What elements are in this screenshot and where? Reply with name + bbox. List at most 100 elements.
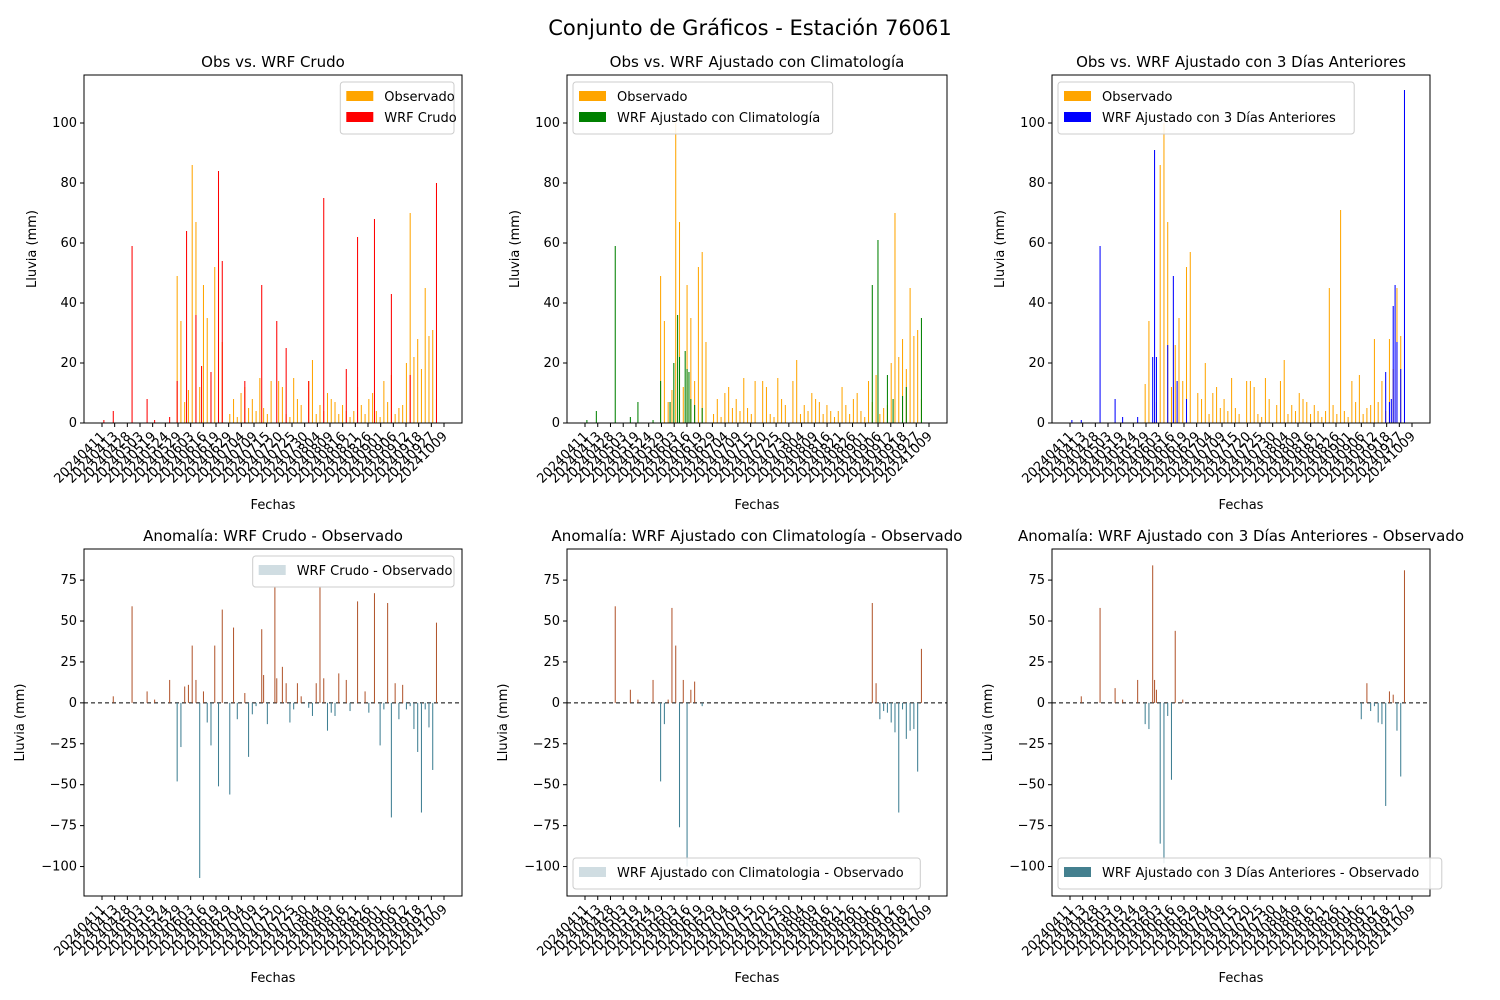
bar-s1 [345, 679, 347, 703]
bar-s1 [1223, 399, 1225, 423]
legend-swatch [258, 565, 286, 575]
bar-s1 [146, 691, 148, 703]
bar-s2 [276, 321, 278, 423]
bar-s2 [629, 417, 631, 423]
bar-s2 [112, 411, 114, 423]
bar-s1 [1310, 414, 1312, 423]
bar-s1 [315, 683, 317, 703]
bar-s1 [221, 609, 223, 703]
bar-s1 [1137, 679, 1139, 703]
bar-s1 [383, 702, 385, 710]
bar-s1 [394, 683, 396, 703]
bar-s1 [251, 399, 253, 423]
bar-s1 [894, 213, 896, 423]
bar-s1 [319, 405, 321, 423]
bar-s1 [1328, 288, 1330, 423]
bar-s1 [678, 222, 681, 423]
bar-s1 [187, 390, 189, 423]
bar-s1 [1279, 381, 1281, 423]
bar-s1 [428, 702, 430, 728]
bar-s1 [255, 702, 257, 707]
y-tick-label: −25 [533, 737, 560, 752]
bar-s1 [875, 375, 877, 423]
bar-s1 [773, 417, 775, 423]
bar-s1 [1264, 378, 1266, 423]
bar-s2 [1080, 420, 1082, 423]
bar-s1 [663, 321, 665, 423]
bar-s2 [595, 411, 597, 423]
bar-s1 [769, 414, 771, 423]
bar-s1 [917, 330, 919, 423]
bar-s1 [432, 330, 434, 423]
legend-box [1057, 81, 1355, 135]
bar-s1 [424, 702, 426, 710]
legend: WRF Ajustado con 3 Días Anteriores - Obs… [1057, 857, 1443, 890]
bar-s1 [1174, 345, 1176, 423]
bar-s1 [251, 702, 253, 715]
legend-label: WRF Crudo - Observado [297, 564, 453, 579]
bar-s2 [390, 294, 392, 423]
bar-s1 [293, 702, 295, 710]
bar-s2 [637, 402, 639, 423]
y-tick-label: 50 [1028, 614, 1045, 629]
bar-s1 [852, 399, 854, 423]
bar-s1 [713, 414, 715, 423]
legend-box [1057, 857, 1443, 890]
y-tick-label: 40 [60, 296, 77, 311]
bar-s1 [886, 702, 888, 713]
bar-s1 [1373, 339, 1375, 423]
bar-s2 [886, 375, 888, 423]
bar-s1 [833, 417, 836, 423]
bar-s1 [300, 696, 302, 703]
bar-s1 [266, 414, 268, 423]
bar-s1 [894, 702, 896, 733]
y-axis-label: Lluvia (mm) [13, 684, 28, 762]
y-tick-label: 25 [1028, 655, 1045, 670]
x-axis-label: Fechas [735, 498, 780, 513]
bar-s1 [417, 702, 419, 752]
bar-s1 [1148, 702, 1150, 730]
x-axis-label: Fechas [251, 498, 296, 513]
bar-s1 [311, 702, 313, 716]
bar-s2 [357, 237, 359, 423]
bar-s1 [701, 252, 703, 423]
chart-title: Anomalía: WRF Ajustado con 3 Días Anteri… [1018, 527, 1464, 545]
bar-s1 [652, 679, 654, 703]
chart-2: 0204060801002024041120240413202404282024… [508, 53, 948, 513]
y-tick-label: 0 [69, 696, 77, 711]
bar-s1 [1366, 683, 1368, 703]
bar-s1 [263, 408, 265, 423]
y-tick-label: 25 [60, 655, 77, 670]
bar-s1 [1306, 402, 1308, 423]
bar-s1 [184, 686, 186, 703]
chart-title: Anomalía: WRF Ajustado con Climatología … [552, 527, 963, 545]
bar-s2 [103, 420, 105, 423]
y-tick-label: 75 [543, 573, 560, 588]
bar-s2 [688, 372, 690, 423]
bar-s1 [1182, 381, 1184, 423]
bar-s1 [743, 378, 745, 423]
bar-s1 [390, 702, 392, 818]
bar-s1 [675, 123, 677, 423]
bar-s1 [334, 702, 336, 716]
bar-s2 [905, 387, 907, 423]
bar-s2 [345, 369, 347, 423]
legend-label: WRF Ajustado con Climatología [617, 111, 820, 126]
bar-s2 [1154, 150, 1156, 423]
legend-swatch [579, 91, 606, 101]
bar-s2 [1385, 372, 1387, 423]
bar-s1 [663, 702, 665, 725]
bar-s1 [308, 702, 310, 708]
bar-s1 [195, 679, 197, 703]
bar-s1 [1155, 689, 1157, 703]
bar-s1 [311, 360, 313, 423]
bar-s1 [1388, 339, 1390, 423]
y-tick-label: 80 [543, 176, 560, 191]
bar-s1 [364, 414, 366, 423]
bar-s1 [1257, 414, 1259, 423]
bar-s1 [739, 411, 741, 423]
bar-s1 [368, 702, 370, 713]
bar-s1 [248, 408, 250, 423]
bar-s1 [1144, 702, 1146, 725]
legend-label: WRF Ajustado con Climatologia - Observad… [617, 866, 904, 881]
